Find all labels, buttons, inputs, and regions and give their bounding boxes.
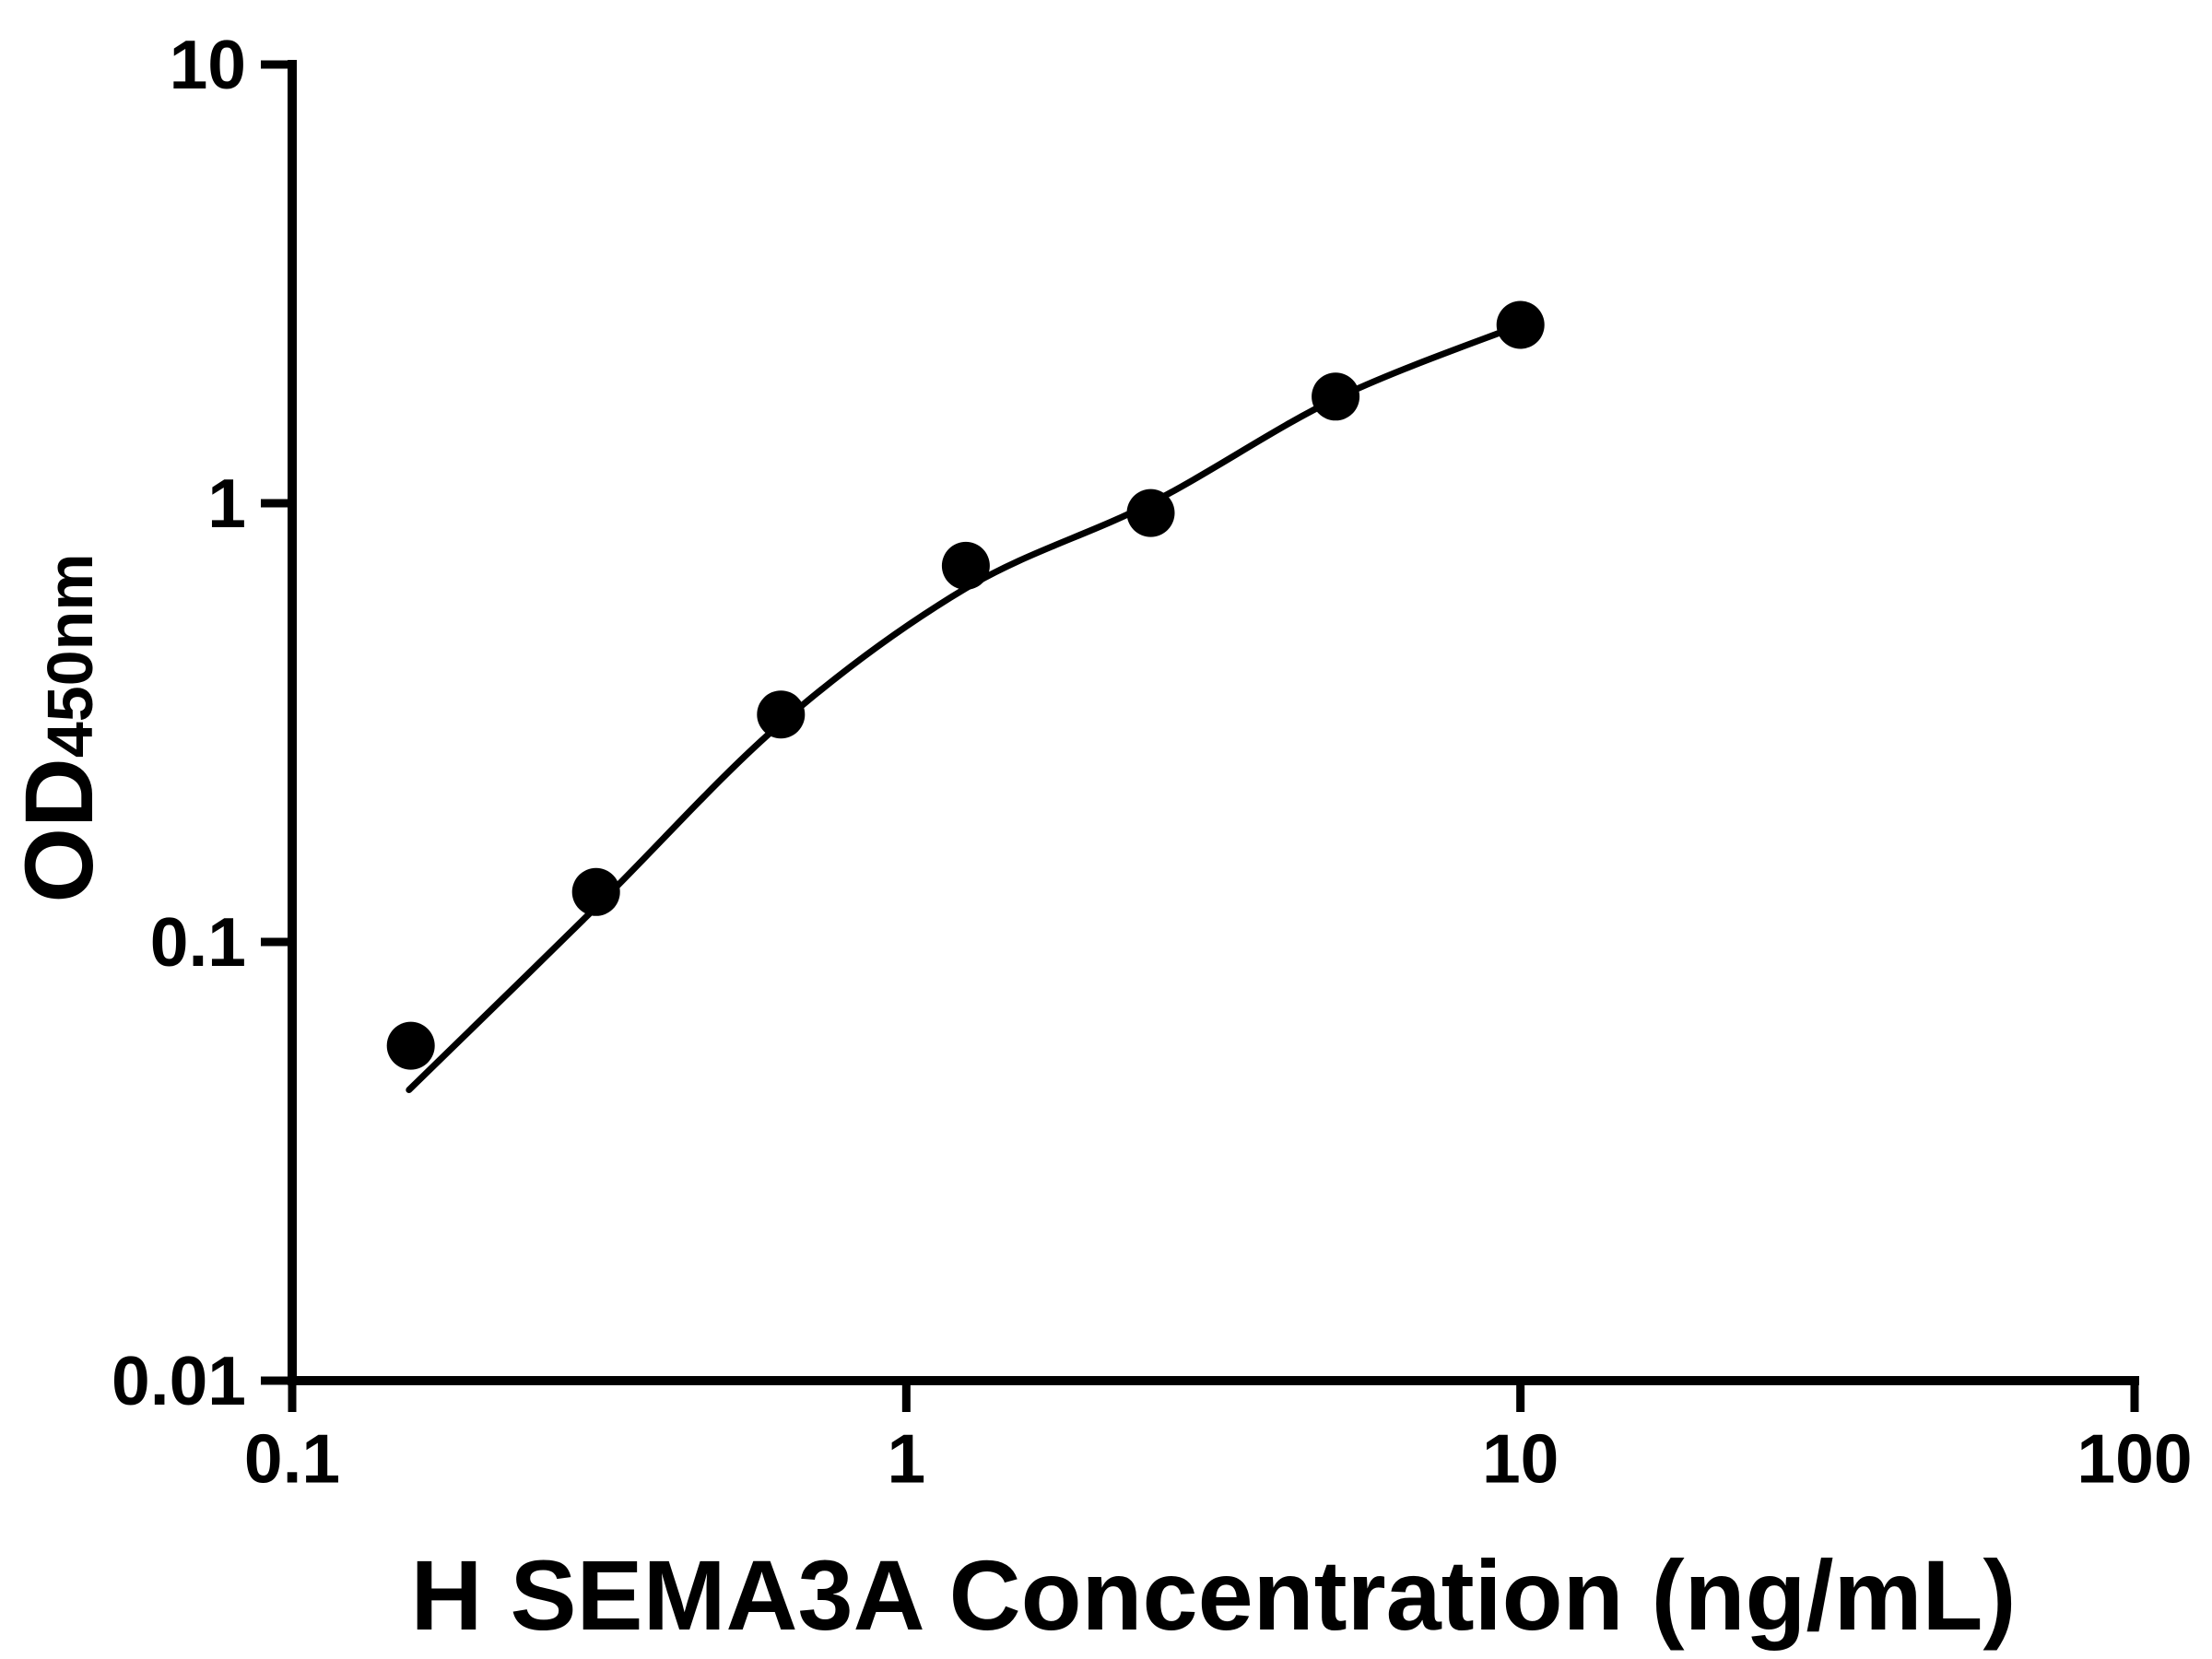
y-tick-label: 0.01 — [112, 1342, 246, 1419]
x-tick-label: 0.1 — [244, 1419, 340, 1497]
x-axis-title: H SEMA3A Concentration (ng/mL) — [411, 1539, 2017, 1651]
x-tick-label: 10 — [1482, 1419, 1559, 1497]
y-tick-label: 10 — [170, 26, 246, 103]
data-point — [1496, 300, 1545, 349]
data-point — [757, 690, 806, 739]
x-tick-label: 100 — [2077, 1419, 2192, 1497]
data-point — [941, 541, 990, 590]
data-point — [386, 1021, 435, 1070]
y-tick-label: 0.1 — [150, 903, 246, 981]
data-point — [571, 867, 620, 916]
data-point — [1312, 372, 1360, 421]
fit-curve — [406, 322, 1524, 1093]
x-tick-label: 1 — [887, 1419, 925, 1497]
y-axis-title: OD450nm — [6, 553, 113, 902]
y-tick-label: 1 — [207, 465, 246, 542]
data-point — [1126, 488, 1175, 537]
